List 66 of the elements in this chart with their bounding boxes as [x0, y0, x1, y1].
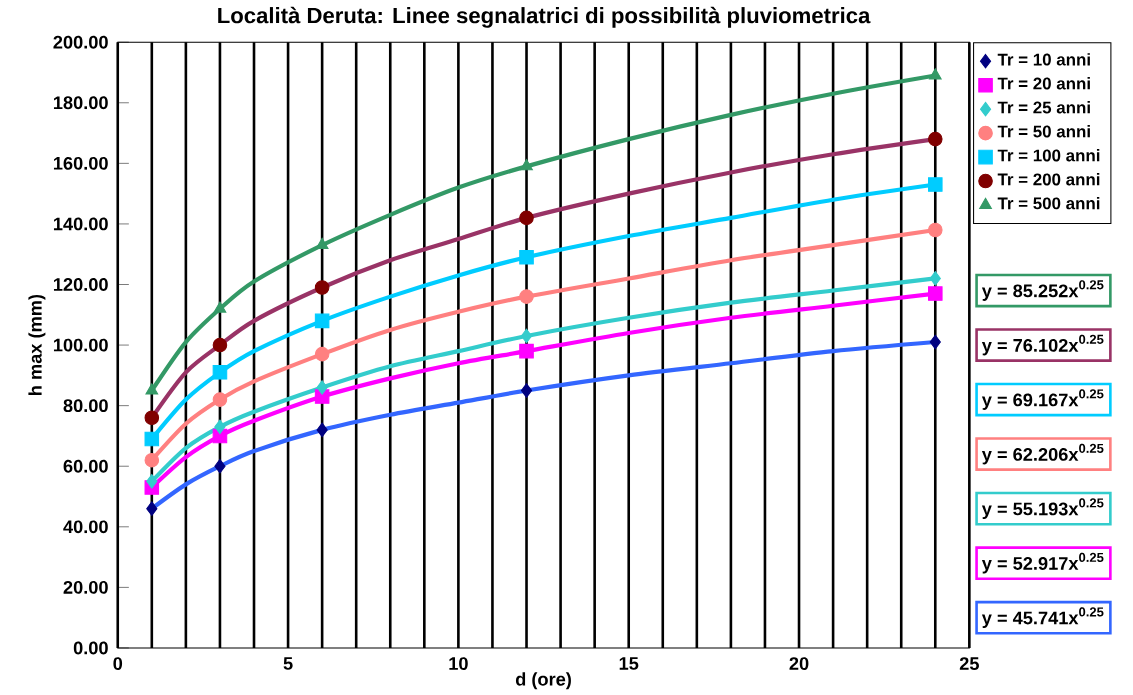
y-tick-label: 40.00 — [63, 520, 108, 534]
point — [519, 343, 534, 359]
x-tick-label: 0 — [113, 657, 123, 671]
text: y = 69.167x$^{0.25}$ — [981, 389, 1104, 410]
point — [929, 334, 941, 350]
text: y = 62.206x$^{0.25}$ — [981, 443, 1104, 465]
legend-label: Tr = 100 anni — [997, 149, 1100, 162]
point — [519, 210, 534, 226]
point — [520, 383, 533, 398]
y-tick-label: 20.00 — [63, 580, 108, 594]
point — [519, 249, 534, 265]
point — [145, 383, 159, 395]
legend-label: Tr = 25 anni — [997, 101, 1090, 114]
legend-label: Tr = 50 anni — [997, 125, 1090, 138]
text: y = 76.102x$^{0.25}$ — [981, 334, 1104, 356]
point — [929, 271, 941, 286]
point — [212, 365, 228, 380]
point — [144, 431, 160, 447]
point — [928, 286, 943, 301]
text: y = 45.741x$^{0.25}$ — [981, 607, 1104, 629]
x-tick-label: 15 — [619, 657, 639, 670]
y-tick-label: 80.00 — [63, 399, 108, 413]
legend-label: Tr = 500 anni — [997, 196, 1100, 210]
x-axis-title: d (ore) — [515, 672, 571, 690]
y-tick-label: 100.00 — [53, 338, 108, 352]
legend-label: Tr = 10 anni — [997, 53, 1090, 66]
point — [144, 410, 160, 426]
point — [316, 380, 328, 395]
point — [314, 280, 330, 295]
x-tick-label: 20 — [789, 657, 809, 671]
point — [212, 337, 228, 353]
point — [214, 419, 226, 435]
point — [144, 452, 160, 468]
point — [213, 301, 227, 313]
point — [146, 474, 158, 489]
point — [314, 346, 330, 362]
point — [928, 177, 943, 192]
y-tick-label: 160.00 — [53, 156, 108, 170]
y-tick-label: 0.00 — [73, 641, 108, 655]
text: y = 85.252x$^{0.25}$ — [981, 280, 1104, 301]
point — [520, 328, 533, 344]
point — [519, 289, 534, 304]
legend-label: Tr = 20 anni — [997, 77, 1090, 90]
point — [928, 68, 942, 80]
point — [315, 237, 329, 250]
y-axis-title: h max (mm) — [28, 294, 46, 395]
point — [928, 222, 943, 238]
point — [146, 501, 158, 516]
x-tick-label: 5 — [283, 657, 293, 670]
y-tick-label: 60.00 — [63, 459, 108, 473]
y-tick-label: 180.00 — [53, 96, 108, 110]
point — [520, 159, 533, 171]
point — [212, 392, 228, 407]
text: y = 55.193x$^{0.25}$ — [981, 498, 1104, 520]
y-tick-label: 200.00 — [53, 35, 108, 49]
point — [928, 131, 943, 147]
y-tick-label: 120.00 — [53, 278, 108, 291]
point — [314, 313, 330, 329]
legend-label: Tr = 200 anni — [997, 173, 1100, 186]
x-tick-label: 10 — [449, 657, 468, 671]
text: y = 52.917x$^{0.25}$ — [981, 552, 1104, 574]
point — [316, 422, 328, 438]
y-tick-label: 140.00 — [53, 217, 108, 231]
x-tick-label: 25 — [959, 657, 979, 671]
chart-title: Località Deruta: Linee segnalatrici di possibilità pluviometrica — [218, 6, 871, 28]
point — [214, 458, 226, 474]
